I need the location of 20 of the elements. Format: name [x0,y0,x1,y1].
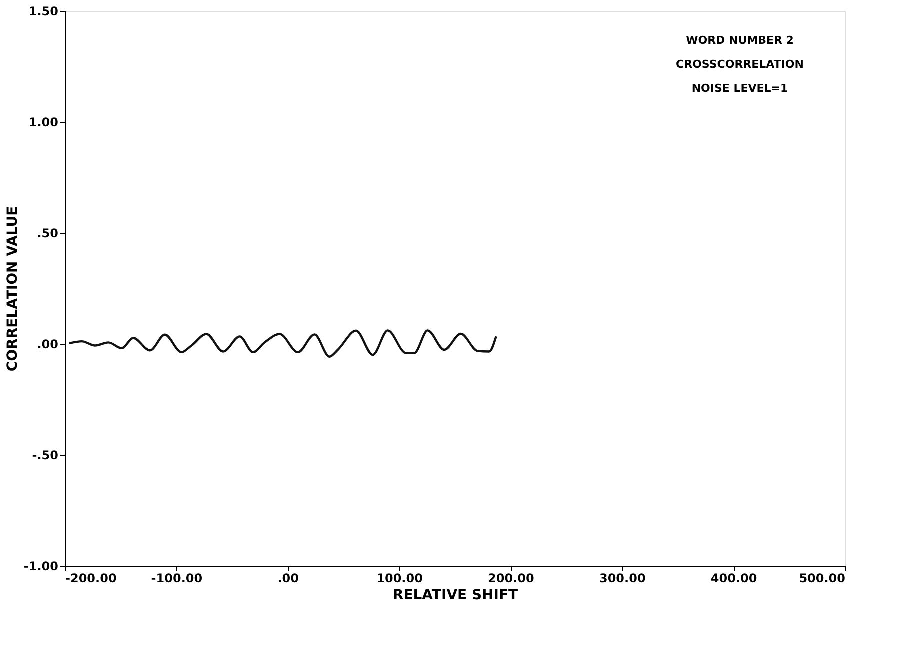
line-series [69,330,498,358]
y-tick-label: 1.50 [28,4,58,18]
annotation: WORD NUMBER 2 [686,34,794,47]
x-tick-label: 300.00 [599,572,646,586]
y-tick-label: 1.00 [28,116,58,130]
x-tick-label: 400.00 [710,572,758,586]
y-axis-title: CORRELATION VALUE [4,206,21,372]
x-tick-label: 500.00 [799,572,846,586]
x-tick-label: -200.00 [66,572,117,586]
y-tick-label: -1.00 [24,560,58,574]
y-tick-label: .00 [37,338,58,352]
annotation: CROSSCORRELATION [676,58,804,71]
x-tick-label: 200.00 [488,572,534,586]
y-tick-label: .50 [37,226,58,240]
x-tick-label: -100.00 [151,572,203,586]
annotation: NOISE LEVEL=1 [692,82,788,95]
y-tick-label: -.50 [32,448,58,462]
x-tick-label: 100.00 [376,572,423,586]
x-axis-title: RELATIVE SHIFT [392,588,519,604]
x-tick-label: .00 [278,572,299,586]
